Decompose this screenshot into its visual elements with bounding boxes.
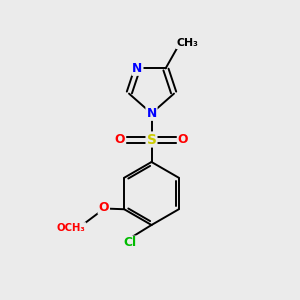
Text: O: O bbox=[178, 133, 188, 146]
Text: O: O bbox=[115, 133, 125, 146]
Text: O: O bbox=[98, 201, 109, 214]
Text: Cl: Cl bbox=[123, 236, 136, 250]
Text: N: N bbox=[146, 107, 157, 120]
Text: OCH₃: OCH₃ bbox=[57, 223, 86, 233]
Text: N: N bbox=[132, 62, 142, 75]
Text: CH₃: CH₃ bbox=[177, 38, 198, 48]
Text: S: S bbox=[147, 133, 156, 146]
